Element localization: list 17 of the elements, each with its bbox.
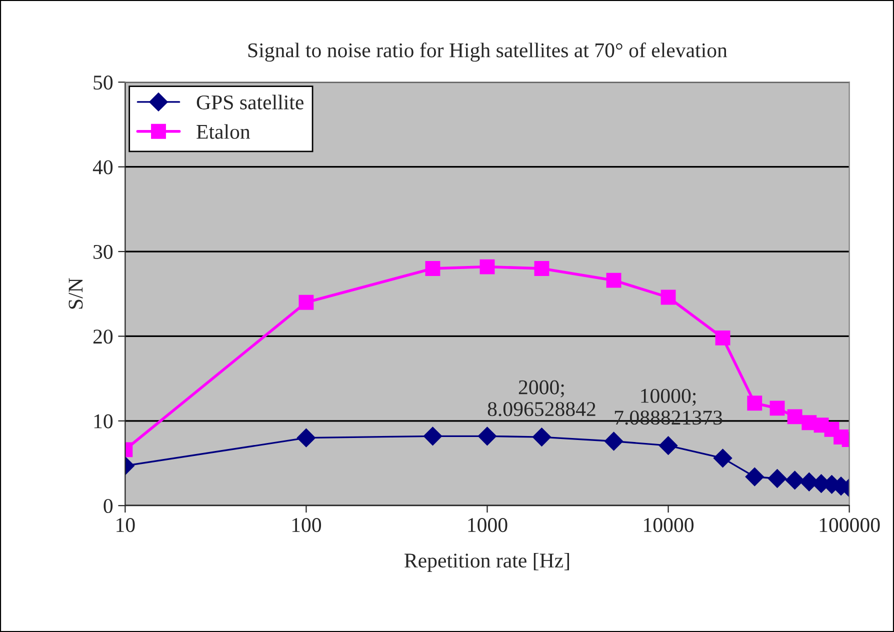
y-tick-label: 50 [94,76,113,90]
chart-title: Signal to noise ratio for High satellites at 70° of elevation [248,42,728,62]
y-tick-label: 0 [104,498,113,514]
y-tick-label: 10 [94,414,113,428]
x-tick-label: 100000 [820,518,880,532]
annotation: 2000; 8.096528842 [488,380,596,416]
x-tick-label: 1000 [468,518,508,532]
y-tick-label: 40 [92,160,113,174]
legend-label: Etalon [196,124,250,139]
y-tick-label: 30 [94,244,113,259]
x-tick-label: 10 [116,518,135,532]
x-tick-label: 100 [292,518,322,532]
y-axis-title: S/N [68,278,83,309]
legend-label: GPS satellite [196,94,304,110]
y-tick-label: 20 [93,330,113,344]
x-axis-title: Repetition rate [Hz] [404,552,569,572]
x-tick-label: 10000 [644,518,694,532]
